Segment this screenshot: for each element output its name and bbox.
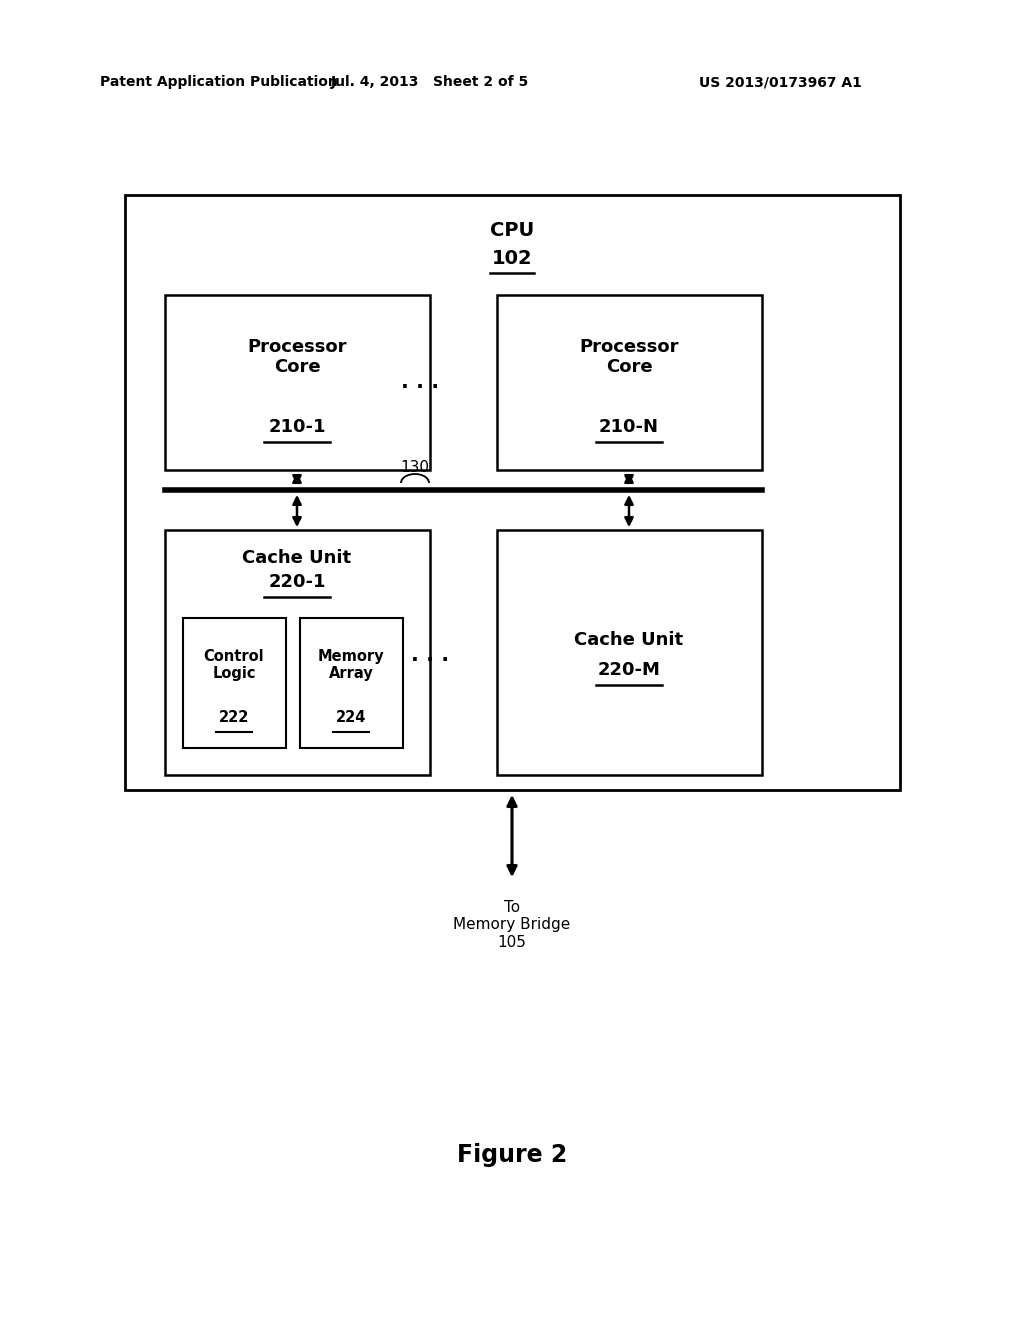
Text: 210-N: 210-N xyxy=(599,418,659,436)
Text: Control
Logic: Control Logic xyxy=(204,649,264,681)
Text: Processor
Core: Processor Core xyxy=(247,338,347,376)
Text: 224: 224 xyxy=(336,710,367,726)
Bar xyxy=(497,531,762,775)
Text: . . .: . . . xyxy=(411,645,450,665)
Text: US 2013/0173967 A1: US 2013/0173967 A1 xyxy=(698,75,861,88)
Text: CPU: CPU xyxy=(489,220,535,239)
Text: Processor
Core: Processor Core xyxy=(580,338,679,376)
Text: Memory
Array: Memory Array xyxy=(317,649,384,681)
Bar xyxy=(300,618,403,748)
Bar xyxy=(165,531,430,775)
Text: 210-1: 210-1 xyxy=(268,418,326,436)
Bar xyxy=(183,618,286,748)
Text: . . .: . . . xyxy=(401,372,439,392)
Text: 220-M: 220-M xyxy=(598,661,660,678)
Text: Cache Unit: Cache Unit xyxy=(574,631,684,649)
Text: 222: 222 xyxy=(219,710,249,726)
Text: Cache Unit: Cache Unit xyxy=(243,549,351,568)
Text: Figure 2: Figure 2 xyxy=(457,1143,567,1167)
Bar xyxy=(165,294,430,470)
Text: 130: 130 xyxy=(400,461,429,475)
Bar xyxy=(497,294,762,470)
Text: To
Memory Bridge
105: To Memory Bridge 105 xyxy=(454,900,570,950)
Text: 102: 102 xyxy=(492,248,532,268)
Text: Jul. 4, 2013   Sheet 2 of 5: Jul. 4, 2013 Sheet 2 of 5 xyxy=(331,75,529,88)
Text: Patent Application Publication: Patent Application Publication xyxy=(100,75,338,88)
Bar xyxy=(125,195,900,789)
Text: 220-1: 220-1 xyxy=(268,573,326,591)
